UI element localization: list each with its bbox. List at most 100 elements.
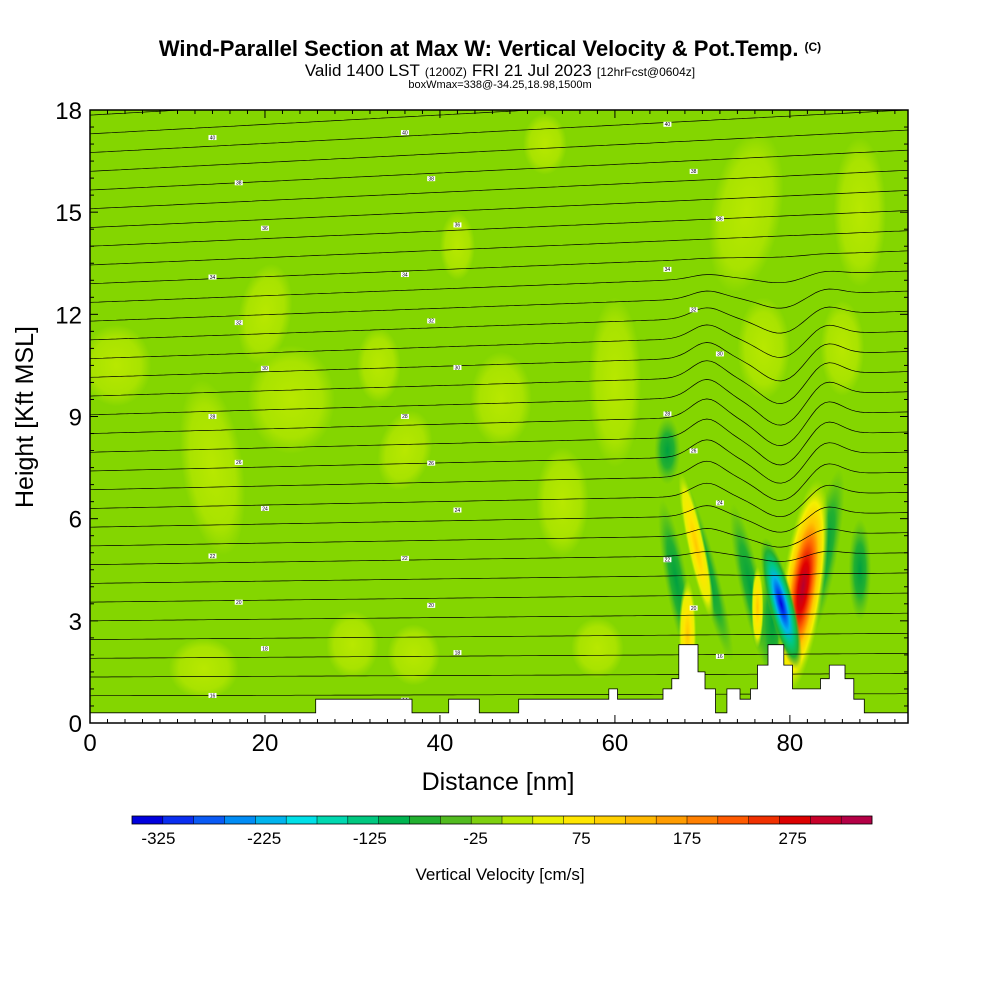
contour-label: 30: [455, 365, 461, 371]
contour-label-box: [663, 411, 672, 417]
colorbar-label: Vertical Velocity [cm/s]: [415, 865, 584, 884]
contour-label-box: [400, 413, 409, 419]
moderate-updraft-region: [751, 566, 764, 649]
contour-label: 30: [717, 352, 723, 358]
contour-label: 16: [717, 654, 723, 660]
colorbar-swatch: [347, 816, 379, 824]
contour-label: 18: [455, 650, 461, 656]
contour-label-box: [663, 266, 672, 272]
contour-labels: 40 40 40 38 38 38 36 36 36 34 34 34 32 32 32 30 30 30 28 28…: [208, 121, 724, 704]
weak-updraft-region: [470, 351, 532, 448]
contour-label: 26: [691, 449, 697, 455]
contour-label: 26: [428, 461, 434, 467]
colorbar-swatch: [471, 816, 503, 824]
x-tick-label: 40: [427, 730, 454, 757]
colorbar-tick-label: -325: [141, 829, 175, 848]
isentrope-line: [90, 149, 908, 191]
contour-label-box: [715, 653, 724, 659]
isentrope-line: [90, 230, 908, 266]
contour-label-box: [689, 168, 698, 174]
colorbar-swatch: [532, 816, 564, 824]
contour-label-box: [689, 307, 698, 313]
weak-updraft-region: [90, 324, 152, 407]
weak-updraft-region: [237, 263, 293, 365]
contour-label: 34: [402, 272, 408, 278]
colorbar-tick-label: 275: [779, 829, 807, 848]
isentrope-line: [90, 169, 908, 210]
contour-label-box: [260, 505, 269, 511]
contour-label-box: [208, 414, 217, 420]
contour-label: 40: [402, 130, 408, 136]
contour-label-box: [400, 272, 409, 278]
contour-label: 40: [665, 122, 671, 128]
isentrope-line: [90, 190, 908, 228]
contour-label-box: [689, 448, 698, 454]
isentrope-line: [90, 550, 908, 565]
weak-updraft-region: [168, 637, 239, 700]
contour-label-box: [260, 365, 269, 371]
chart-title: Wind-Parallel Section at Max W: Vertical…: [159, 36, 821, 61]
contour-label: 28: [665, 412, 671, 418]
weak-updraft-region: [179, 379, 246, 556]
weak-updraft-region: [523, 113, 567, 175]
isentrope-line: [90, 418, 908, 466]
contour-label: 16: [210, 693, 216, 699]
isentrope-line: [90, 592, 908, 603]
contour-label-box: [715, 216, 724, 222]
contour-label-box: [453, 650, 462, 656]
weak-updraft-region: [833, 137, 887, 288]
isentrope-line: [90, 360, 908, 404]
isentrope-line: [90, 110, 908, 153]
isentrope-line: [90, 110, 540, 135]
y-tick-label: 9: [69, 405, 82, 432]
colorbar-swatch: [748, 816, 780, 824]
y-tick-label: 12: [55, 302, 82, 329]
weak-updraft-region: [356, 327, 401, 403]
contour-label-box: [663, 557, 672, 563]
contour-label: 38: [236, 181, 242, 187]
contour-label: 40: [210, 135, 216, 141]
weak-downdraft-region: [848, 518, 872, 621]
contour-label-box: [260, 646, 269, 652]
contour-label: 34: [210, 275, 216, 281]
contour-label: 22: [665, 558, 671, 564]
y-tick-label: 18: [55, 98, 82, 125]
contour-label: 24: [262, 506, 268, 512]
weak-updraft-region: [377, 410, 433, 491]
contour-label: 36: [262, 226, 268, 232]
y-tick-label: 6: [69, 507, 82, 534]
contour-label: 32: [236, 320, 242, 326]
colorbar-tick-label: -25: [463, 829, 488, 848]
isentrope-line: [90, 572, 908, 584]
colorbar-swatch: [779, 816, 811, 824]
weak-updraft-region: [326, 610, 379, 679]
colorbar-swatch: [132, 816, 164, 824]
colorbar-swatch: [656, 816, 688, 824]
colorbar-swatch: [687, 816, 719, 824]
contour-label-box: [453, 364, 462, 370]
contour-label: 22: [210, 554, 216, 560]
colorbar: -325 -225 -125 -25 75 175 275: [131, 815, 873, 848]
colorbar-swatch: [255, 816, 287, 824]
colorbar-tick-label: -125: [353, 829, 387, 848]
contour-label-box: [689, 605, 698, 611]
colorbar-swatch: [502, 816, 534, 824]
contour-label: 34: [665, 267, 671, 273]
downdraft-core: [760, 537, 802, 670]
contour-label-box: [427, 318, 436, 324]
contour-label-box: [400, 130, 409, 136]
colorbar-tick-label: 175: [673, 829, 701, 848]
contour-label-box: [400, 555, 409, 561]
contour-label-box: [427, 460, 436, 466]
isentrope-line: [90, 460, 908, 501]
colorbar-swatch: [625, 816, 657, 824]
weak-updraft-region: [387, 624, 440, 686]
isentrope-line: [90, 612, 908, 622]
colorbar-tick-label: 75: [572, 829, 591, 848]
contour-label-box: [234, 180, 243, 186]
weak-updraft-region: [737, 297, 790, 400]
colorbar-tick-label: -225: [247, 829, 281, 848]
colorbar-swatch: [563, 816, 595, 824]
weak-updraft-region: [439, 212, 475, 281]
colorbar-swatch: [841, 816, 873, 824]
